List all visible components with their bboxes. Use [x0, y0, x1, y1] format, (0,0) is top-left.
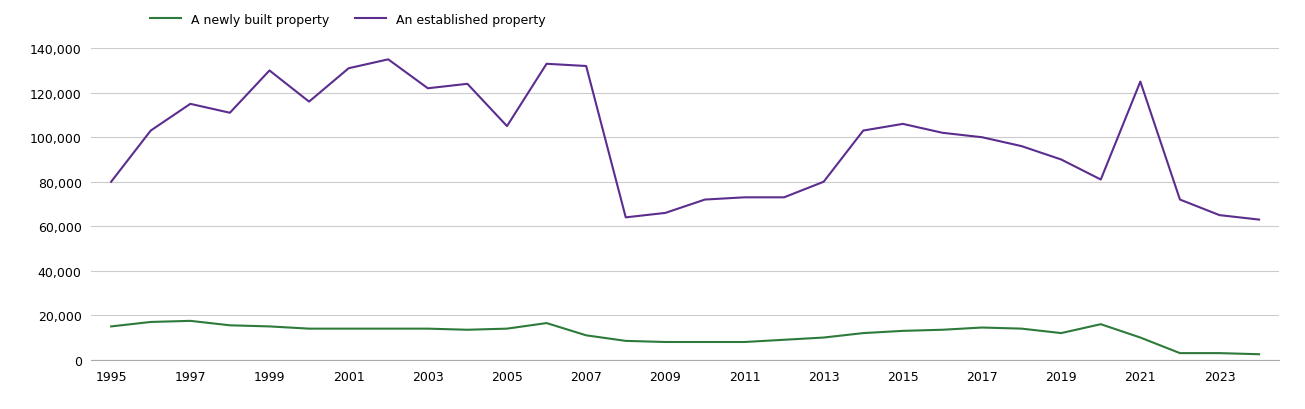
An established property [1053, 157, 1069, 162]
An established property [619, 216, 634, 220]
A newly built property [856, 331, 872, 336]
A newly built property [1053, 331, 1069, 336]
An established property [1172, 198, 1188, 202]
An established property [222, 111, 238, 116]
A newly built property [183, 319, 198, 324]
Line: A newly built property: A newly built property [111, 321, 1259, 354]
An established property [856, 129, 872, 134]
A newly built property [103, 324, 119, 329]
An established property [301, 100, 317, 105]
An established property [103, 180, 119, 185]
An established property [975, 135, 990, 140]
An established property [1251, 218, 1267, 222]
An established property [381, 58, 397, 63]
A newly built property [1251, 352, 1267, 357]
A newly built property [500, 326, 515, 331]
A newly built property [420, 326, 436, 331]
A newly built property [341, 326, 356, 331]
An established property [1094, 178, 1109, 182]
An established property [183, 102, 198, 107]
A newly built property [776, 337, 792, 342]
An established property [816, 180, 831, 185]
A newly built property [459, 328, 475, 333]
A newly built property [658, 340, 673, 345]
An established property [459, 82, 475, 87]
A newly built property [1133, 335, 1148, 340]
A newly built property [816, 335, 831, 340]
An established property [262, 69, 278, 74]
A newly built property [222, 323, 238, 328]
An established property [934, 131, 950, 136]
An established property [697, 198, 713, 202]
An established property [420, 87, 436, 92]
A newly built property [262, 324, 278, 329]
An established property [578, 64, 594, 69]
Line: An established property: An established property [111, 60, 1259, 220]
An established property [144, 129, 159, 134]
An established property [776, 196, 792, 200]
A newly built property [975, 325, 990, 330]
A newly built property [1014, 326, 1030, 331]
An established property [1014, 144, 1030, 149]
An established property [737, 196, 753, 200]
A newly built property [1172, 351, 1188, 356]
A newly built property [697, 340, 713, 345]
A newly built property [737, 340, 753, 345]
A newly built property [895, 328, 911, 333]
A newly built property [934, 328, 950, 333]
An established property [1133, 80, 1148, 85]
An established property [658, 211, 673, 216]
An established property [500, 124, 515, 129]
A newly built property [381, 326, 397, 331]
A newly built property [1212, 351, 1228, 356]
Legend: A newly built property, An established property: A newly built property, An established p… [145, 9, 551, 31]
An established property [895, 122, 911, 127]
A newly built property [301, 326, 317, 331]
An established property [341, 67, 356, 72]
A newly built property [578, 333, 594, 338]
An established property [1212, 213, 1228, 218]
An established property [539, 62, 555, 67]
A newly built property [1094, 322, 1109, 327]
A newly built property [144, 320, 159, 325]
A newly built property [539, 321, 555, 326]
A newly built property [619, 339, 634, 344]
